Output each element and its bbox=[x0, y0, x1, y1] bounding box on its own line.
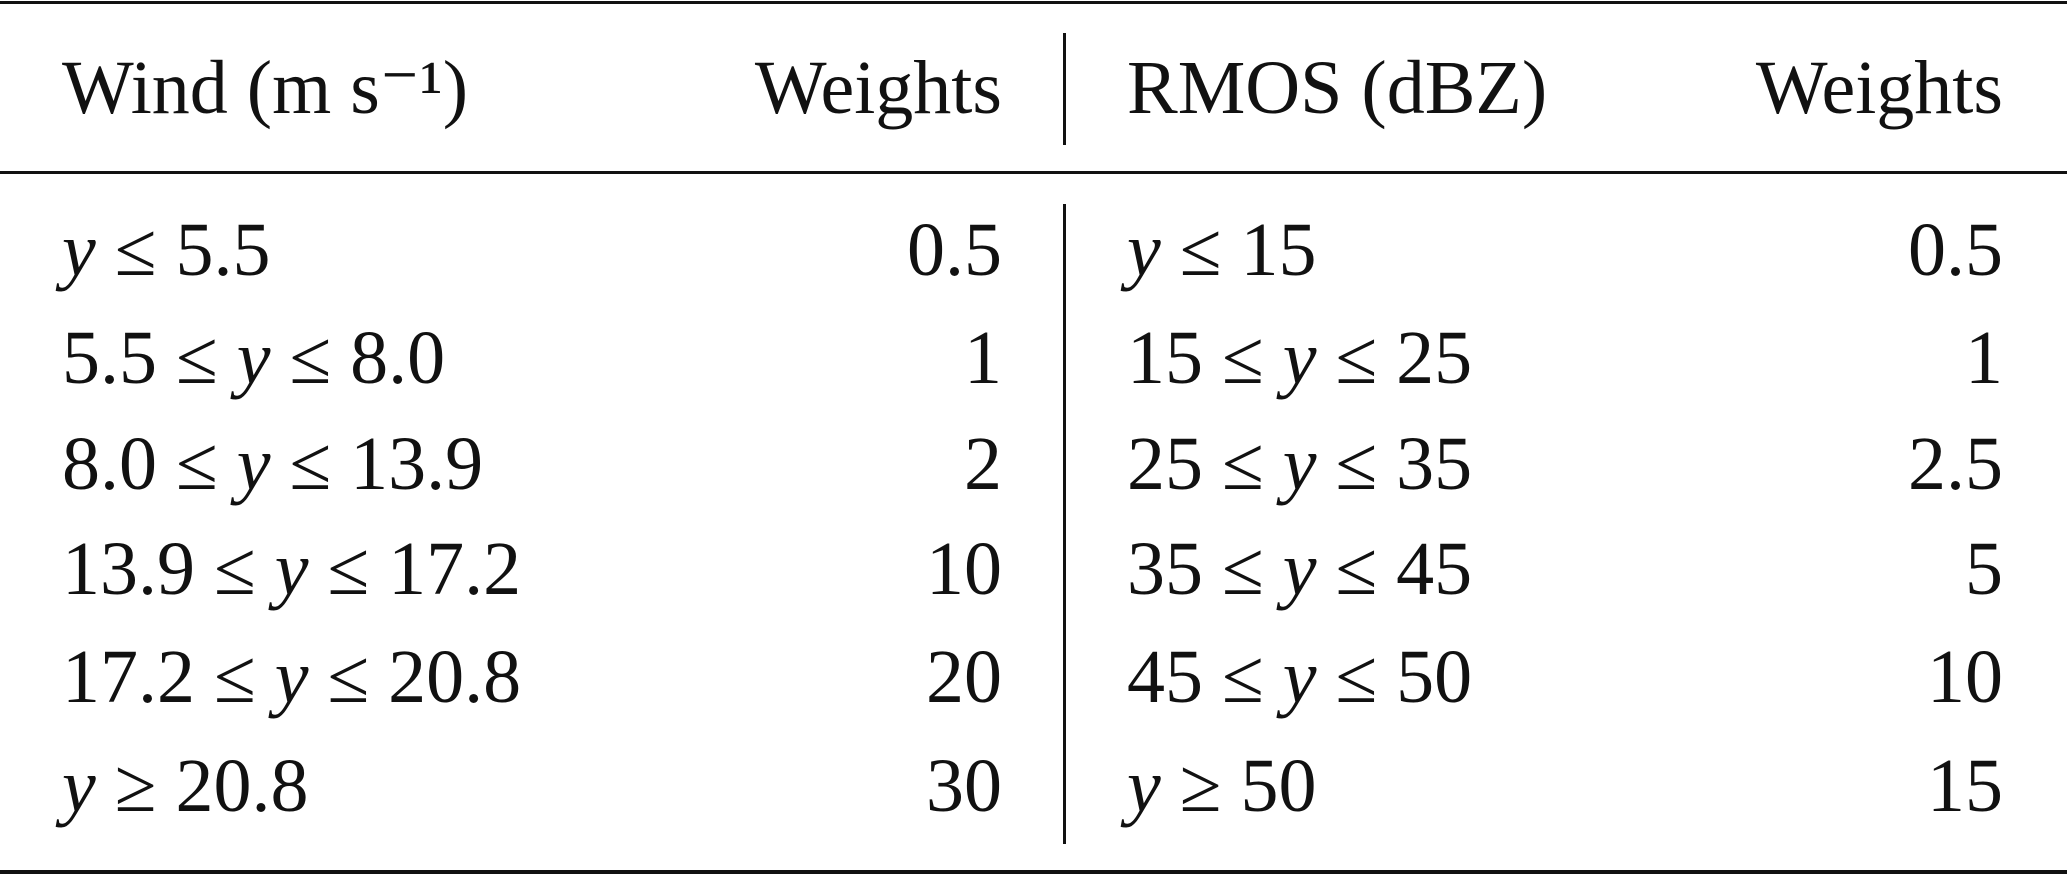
top-rule bbox=[0, 1, 2067, 4]
bottom-rule bbox=[0, 870, 2067, 874]
range-cell: 13.9 ≤ y ≤ 17.2 bbox=[62, 527, 522, 611]
weight-cell: 0.5 bbox=[1908, 208, 2003, 292]
weight-cell: 1 bbox=[1965, 316, 2003, 400]
body-divider bbox=[1063, 204, 1066, 844]
range-cell: 5.5 ≤ y ≤ 8.0 bbox=[62, 316, 446, 400]
weight-cell: 20 bbox=[926, 635, 1002, 719]
weight-cell: 1 bbox=[964, 316, 1002, 400]
weight-cell: 2 bbox=[964, 422, 1002, 506]
weight-cell: 10 bbox=[1927, 635, 2003, 719]
range-cell: y ≤ 5.5 bbox=[62, 208, 271, 292]
range-cell: 17.2 ≤ y ≤ 20.8 bbox=[62, 635, 522, 719]
header-cell: Wind (m s⁻¹) bbox=[62, 46, 469, 130]
header-divider bbox=[1063, 33, 1066, 145]
range-cell: 25 ≤ y ≤ 35 bbox=[1127, 422, 1473, 506]
header-cell: Weights bbox=[1755, 46, 2003, 130]
weight-cell: 30 bbox=[926, 744, 1002, 828]
range-cell: 8.0 ≤ y ≤ 13.9 bbox=[62, 422, 484, 506]
header-cell: RMOS (dBZ) bbox=[1127, 46, 1548, 130]
weight-cell: 10 bbox=[926, 527, 1002, 611]
range-cell: 45 ≤ y ≤ 50 bbox=[1127, 635, 1473, 719]
range-cell: 35 ≤ y ≤ 45 bbox=[1127, 527, 1473, 611]
range-cell: 15 ≤ y ≤ 25 bbox=[1127, 316, 1473, 400]
weight-cell: 15 bbox=[1927, 744, 2003, 828]
weight-cell: 2.5 bbox=[1908, 422, 2003, 506]
header-cell: Weights bbox=[754, 46, 1002, 130]
range-cell: y ≥ 20.8 bbox=[62, 744, 309, 828]
header-rule bbox=[0, 171, 2067, 174]
weight-cell: 5 bbox=[1965, 527, 2003, 611]
range-cell: y ≥ 50 bbox=[1127, 744, 1317, 828]
weight-cell: 0.5 bbox=[907, 208, 1002, 292]
range-cell: y ≤ 15 bbox=[1127, 208, 1317, 292]
